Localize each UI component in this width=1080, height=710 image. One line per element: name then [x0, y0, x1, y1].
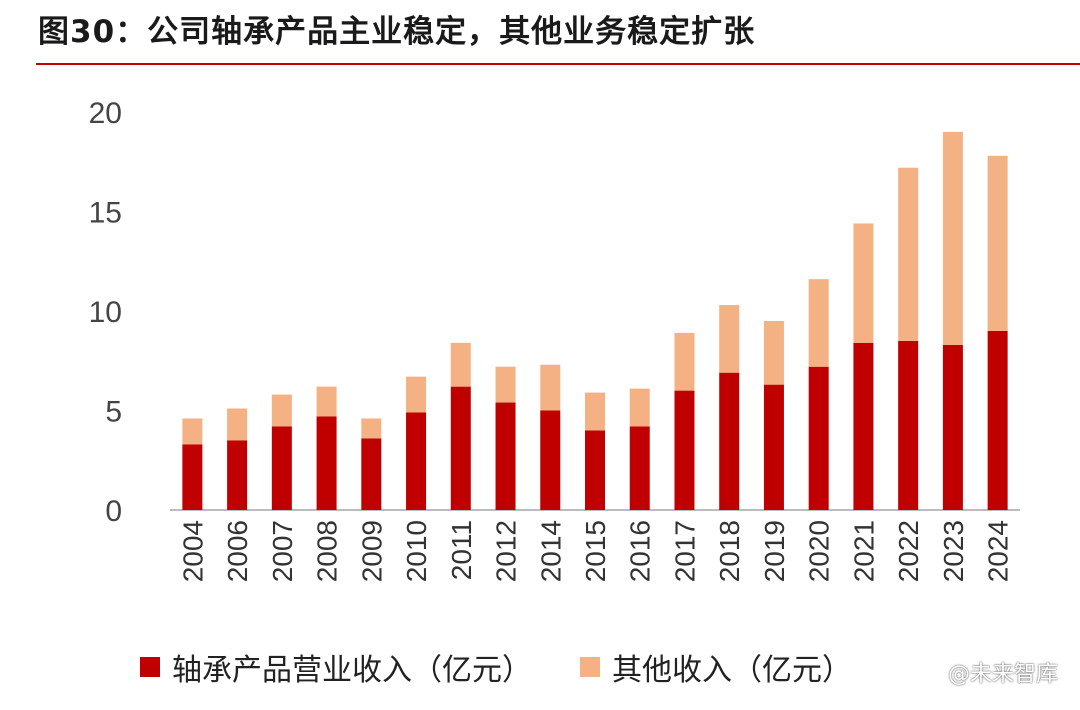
bar-other-revenue	[450, 342, 471, 387]
bar-other-revenue	[495, 366, 516, 403]
x-tick-label: 2018	[714, 520, 745, 582]
bar-other-revenue	[763, 320, 784, 385]
bar-bearing-revenue	[182, 444, 203, 510]
x-tick-label: 2021	[848, 520, 879, 582]
x-tick-label: 2008	[312, 520, 343, 582]
x-tick-label: 2015	[580, 520, 611, 582]
bar-other-revenue	[316, 386, 337, 417]
bar-bearing-revenue	[495, 402, 516, 510]
y-tick-label: 5	[105, 396, 122, 429]
stacked-bar-chart: 0 5 10 15 20 2004 2006 2007 2008 2009 2010 2011 2012…	[89, 97, 1020, 582]
x-tick-label: 2024	[983, 520, 1014, 582]
bar-other-revenue	[674, 332, 695, 391]
legend-swatch-other	[580, 657, 600, 677]
bar-other-revenue	[629, 388, 650, 427]
bar-other-revenue	[271, 394, 292, 427]
bar-other-revenue	[898, 167, 919, 341]
legend-item-bearing: 轴承产品营业收入（亿元）	[140, 645, 532, 689]
bar-bearing-revenue	[227, 440, 248, 510]
chart-legend: 轴承产品营业收入（亿元） 其他收入（亿元）	[140, 645, 900, 689]
bar-other-revenue	[540, 364, 561, 411]
bar-other-revenue	[585, 392, 605, 431]
y-tick-label: 0	[105, 495, 122, 528]
legend-swatch-bearing	[140, 657, 160, 677]
bar-bearing-revenue	[674, 390, 695, 510]
bar-bearing-revenue	[406, 412, 427, 510]
x-tick-label: 2004	[177, 520, 208, 582]
x-tick-label: 2007	[267, 520, 298, 582]
bar-other-revenue	[227, 408, 248, 441]
watermark: @未来智库	[947, 662, 1058, 687]
y-tick-label: 10	[89, 296, 122, 329]
bar-bearing-revenue	[987, 330, 1008, 510]
bar-other-revenue	[808, 279, 829, 367]
x-tick-label: 2017	[669, 520, 700, 582]
bar-other-revenue	[942, 131, 963, 345]
x-tick-label: 2022	[893, 520, 924, 582]
y-tick-label: 15	[89, 197, 122, 230]
x-tick-label: 2010	[401, 520, 432, 582]
bar-other-revenue	[361, 418, 382, 439]
bar-bearing-revenue	[540, 410, 561, 510]
bar-bearing-revenue	[271, 426, 292, 510]
legend-label-bearing: 轴承产品营业收入（亿元）	[172, 653, 532, 688]
legend-label-other: 其他收入（亿元）	[612, 653, 852, 688]
bar-other-revenue	[182, 418, 203, 445]
y-tick-label: 20	[89, 97, 122, 130]
bar-bearing-revenue	[942, 344, 963, 510]
chart-title: 图30：公司轴承产品主业稳定，其他业务稳定扩张	[38, 14, 756, 50]
x-tick-label: 2014	[535, 520, 566, 582]
bar-bearing-revenue	[898, 340, 919, 510]
bar-bearing-revenue	[853, 342, 874, 510]
x-tick-label: 2016	[625, 520, 656, 582]
x-tick-label: 2006	[222, 520, 253, 582]
bar-bearing-revenue	[361, 438, 382, 510]
bar-bearing-revenue	[629, 426, 650, 510]
legend-item-other: 其他收入（亿元）	[580, 645, 852, 689]
bar-bearing-revenue	[450, 386, 471, 510]
bar-other-revenue	[406, 376, 427, 413]
title-divider	[36, 63, 1080, 65]
x-tick-label: 2023	[938, 520, 969, 582]
x-tick-label: 2011	[446, 520, 477, 580]
bar-bearing-revenue	[585, 430, 605, 510]
x-tick-label: 2019	[759, 520, 790, 582]
x-tick-label: 2020	[804, 520, 835, 582]
bar-other-revenue	[987, 155, 1008, 331]
bar-other-revenue	[853, 223, 874, 343]
bar-bearing-revenue	[763, 384, 784, 510]
x-tick-label: 2012	[491, 520, 522, 582]
bar-other-revenue	[719, 305, 740, 373]
x-tick-label: 2009	[356, 520, 387, 582]
bar-bearing-revenue	[316, 416, 337, 510]
bar-bearing-revenue	[719, 372, 740, 510]
bar-bearing-revenue	[808, 366, 829, 510]
